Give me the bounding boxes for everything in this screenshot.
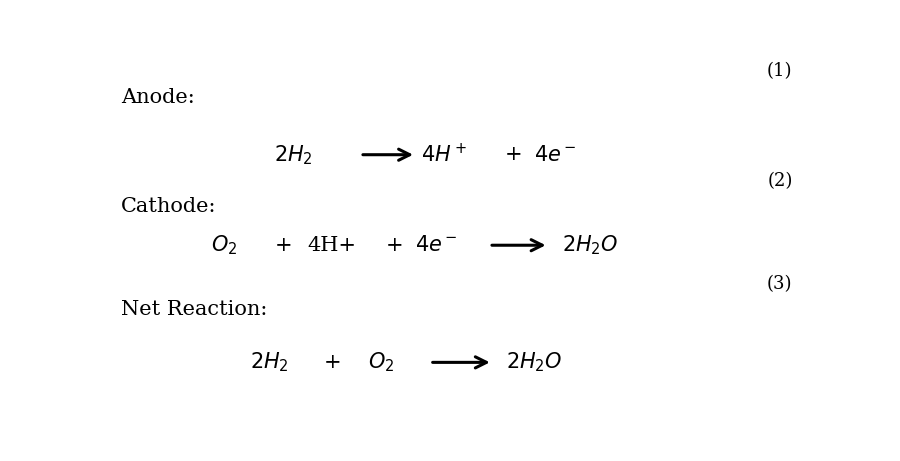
Text: $2H_2O$: $2H_2O$ <box>507 350 562 374</box>
Text: (1): (1) <box>767 62 793 80</box>
Text: $2H_2$: $2H_2$ <box>274 143 313 166</box>
Text: $2H_2O$: $2H_2O$ <box>562 233 618 257</box>
Text: Net Reaction:: Net Reaction: <box>121 300 267 319</box>
Text: $4e^-$: $4e^-$ <box>416 235 458 255</box>
Text: +: + <box>323 353 341 372</box>
Text: 4H+: 4H+ <box>308 236 356 255</box>
Text: $4H^+$: $4H^+$ <box>421 143 467 166</box>
Text: Cathode:: Cathode: <box>121 197 216 216</box>
Text: +: + <box>386 236 404 255</box>
Text: $4e^-$: $4e^-$ <box>534 145 577 165</box>
Text: $O_2$: $O_2$ <box>368 350 394 374</box>
Text: $2H_2$: $2H_2$ <box>250 350 289 374</box>
Text: +: + <box>505 145 522 164</box>
Text: (2): (2) <box>767 172 793 190</box>
Text: $O_2$: $O_2$ <box>211 233 238 257</box>
Text: +: + <box>274 236 292 255</box>
Text: Anode:: Anode: <box>121 89 194 107</box>
Text: (3): (3) <box>767 275 793 293</box>
